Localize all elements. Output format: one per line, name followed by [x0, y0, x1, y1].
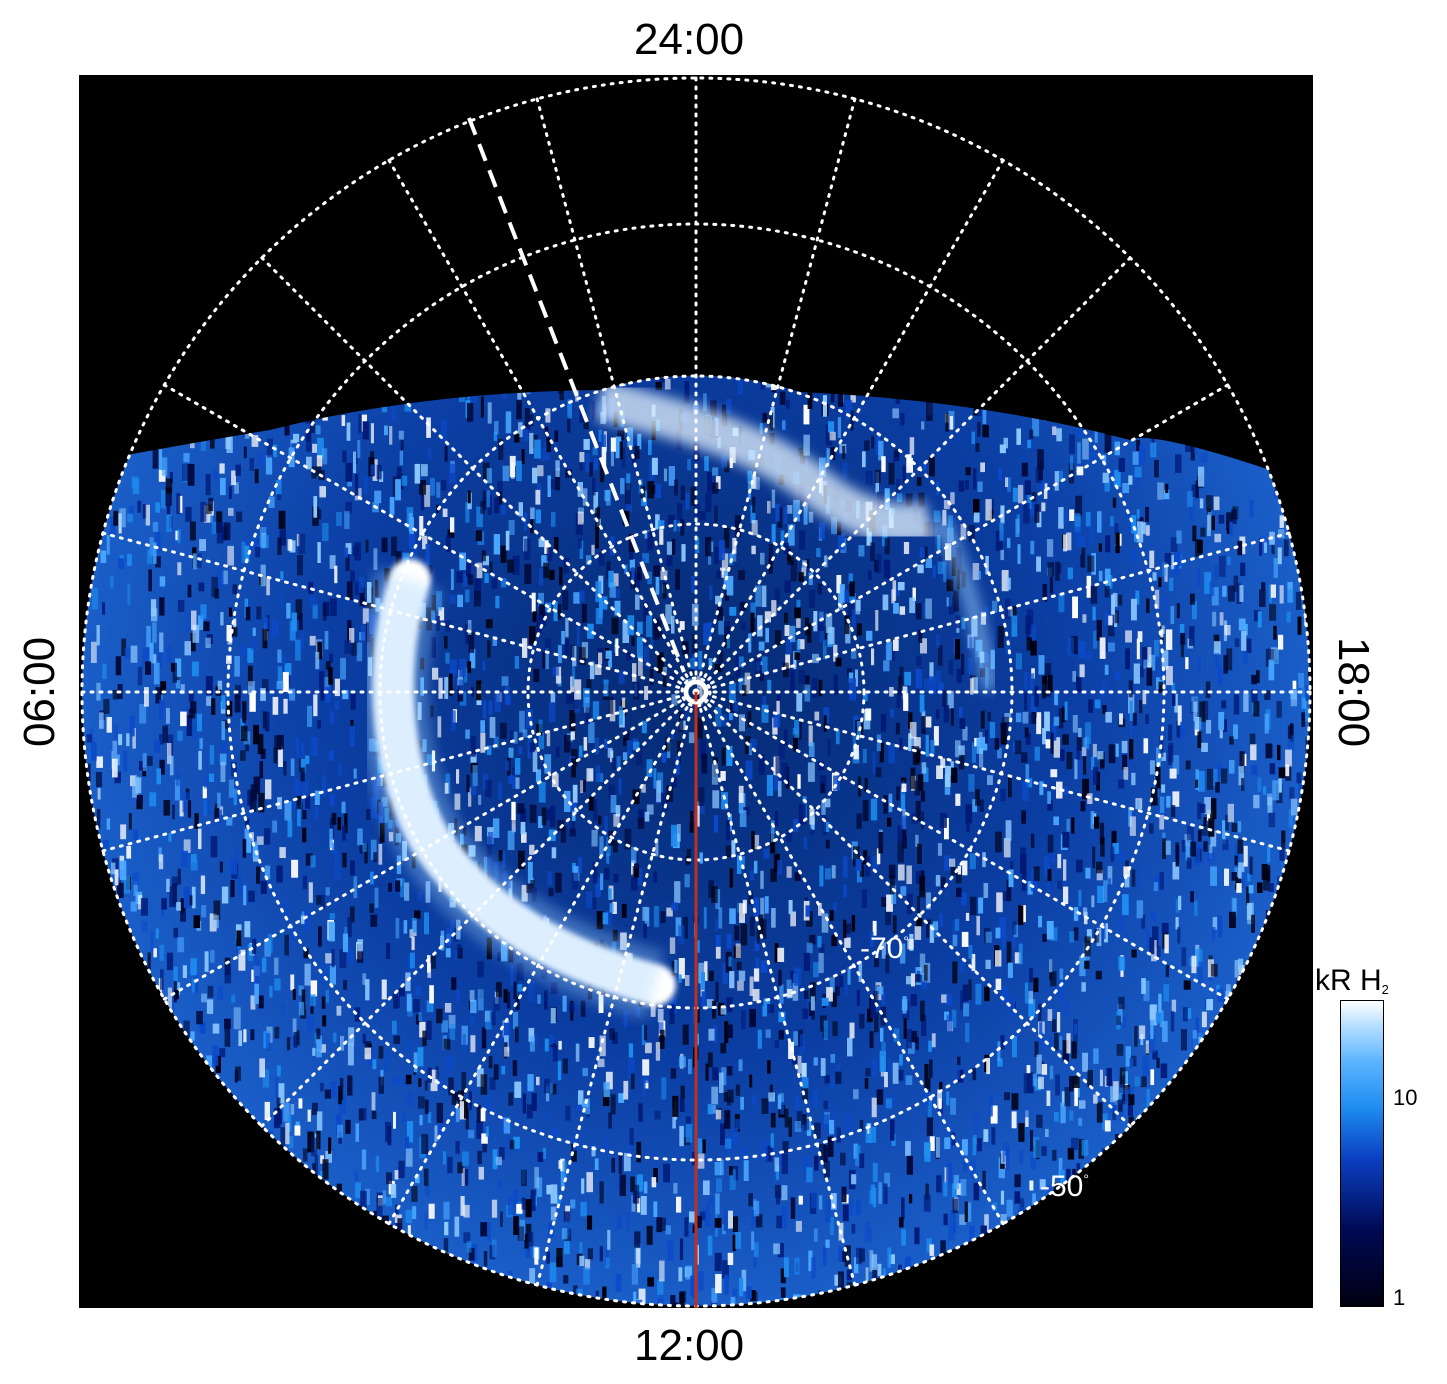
colorbar-unit: kR H: [1315, 964, 1382, 997]
colorbar-tick-1: 1: [1393, 1285, 1406, 1310]
colorbar-tick-10: 10: [1393, 1085, 1418, 1110]
local-time-meridian: [694, 690, 857, 1287]
main-oval-arc-glow: [358, 568, 665, 1019]
local-time-label-dusk: 18:00: [1329, 636, 1378, 748]
dusk-emission: [931, 515, 999, 692]
colorbar: [1340, 1000, 1384, 1307]
local-time-meridian: [162, 690, 698, 1001]
local-time-label-midnight: 24:00: [634, 15, 745, 64]
latitude-circle: [680, 676, 712, 708]
no-data-region: [79, 75, 1313, 470]
auroral-oval: [358, 380, 999, 1019]
local-time-meridian: [387, 158, 698, 694]
local-time-meridian: [694, 690, 1005, 1226]
colorbar-unit-subscript: 2: [1381, 982, 1389, 997]
reference-meridian-dashed: [467, 117, 686, 673]
local-time-meridian: [694, 690, 1230, 1001]
local-time-label-dawn: 06:00: [15, 636, 64, 748]
nightside-emission: [595, 380, 937, 544]
local-time-meridian: [694, 97, 857, 694]
local-time-meridian: [101, 690, 698, 853]
local-time-meridian: [694, 383, 1230, 694]
local-time-meridian: [694, 531, 1291, 694]
local-time-meridian: [387, 690, 698, 1226]
local-time-meridian: [694, 256, 1132, 694]
colorbar-title: kR H2: [1315, 964, 1389, 998]
latitude-label-50: -50°: [1040, 1170, 1089, 1203]
local-time-meridian: [260, 256, 698, 694]
local-time-label-noon: 12:00: [634, 1321, 745, 1370]
local-time-meridian: [162, 383, 698, 694]
pole-marker: [683, 679, 709, 705]
local-time-meridian: [535, 690, 698, 1287]
latitude-label-70: -70°: [860, 932, 909, 965]
local-time-meridian: [535, 97, 698, 694]
local-time-meridian: [260, 690, 698, 1128]
local-time-meridian: [694, 158, 1005, 694]
local-time-meridian: [101, 531, 698, 694]
local-time-meridian: [694, 690, 1132, 1128]
local-time-meridian: [694, 690, 1291, 853]
